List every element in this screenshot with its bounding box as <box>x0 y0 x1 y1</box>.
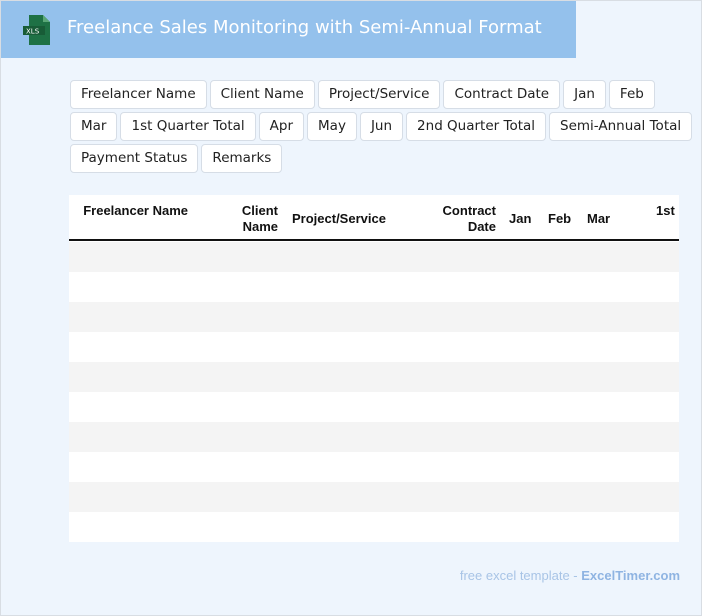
svg-text:XLS: XLS <box>26 28 40 36</box>
field-chip[interactable]: Semi-Annual Total <box>549 112 693 141</box>
field-chip[interactable]: Project/Service <box>317 80 441 109</box>
table-row <box>69 272 679 302</box>
table-row <box>69 452 679 482</box>
footer-brand-link[interactable]: ExcelTimer.com <box>581 568 680 583</box>
field-chip[interactable]: 1st Quarter Total <box>120 112 256 141</box>
page-title: Freelance Sales Monitoring with Semi-Ann… <box>67 17 542 38</box>
col-freelancer-name[interactable]: Freelancer Name <box>83 203 188 218</box>
footer: free excel template - ExcelTimer.com <box>460 568 680 583</box>
header-bar: XLS Freelance Sales Monitoring with Semi… <box>1 1 576 58</box>
table-row <box>69 302 679 332</box>
field-chip[interactable]: Payment Status <box>70 144 199 173</box>
table-row <box>69 512 679 542</box>
table-row <box>69 362 679 392</box>
table-row <box>69 242 679 272</box>
field-chip[interactable]: Mar <box>70 112 118 141</box>
field-chip[interactable]: Apr <box>258 112 305 141</box>
table-row <box>69 392 679 422</box>
table-header: Freelancer Name Client Name Project/Serv… <box>69 195 679 241</box>
table-row <box>69 332 679 362</box>
table-row <box>69 482 679 512</box>
col-client-name[interactable]: Client Name <box>241 203 278 234</box>
field-chip[interactable]: Remarks <box>201 144 283 173</box>
col-project-service[interactable]: Project/Service <box>292 211 386 226</box>
field-chip[interactable]: Jan <box>563 80 606 109</box>
field-chips: Freelancer Name Client Name Project/Servic… <box>70 80 702 173</box>
col-q1-total[interactable]: 1st <box>656 203 675 218</box>
field-chip[interactable]: Feb <box>608 80 655 109</box>
data-table: Freelancer Name Client Name Project/Serv… <box>69 195 679 542</box>
xls-file-icon: XLS <box>23 15 50 45</box>
field-chip[interactable]: May <box>307 112 357 141</box>
col-feb[interactable]: Feb <box>548 211 572 226</box>
col-jan[interactable]: Jan <box>509 211 532 226</box>
col-contract-date[interactable]: Contract Date <box>442 203 496 234</box>
field-chip[interactable]: Client Name <box>209 80 315 109</box>
field-chip[interactable]: Jun <box>359 112 404 141</box>
footer-text: free excel template - <box>459 568 582 583</box>
field-chip[interactable]: 2nd Quarter Total <box>406 112 547 141</box>
field-chip[interactable]: Contract Date <box>443 80 561 109</box>
field-chip[interactable]: Freelancer Name <box>70 80 207 109</box>
col-mar[interactable]: Mar <box>587 211 611 226</box>
table-row <box>69 422 679 452</box>
